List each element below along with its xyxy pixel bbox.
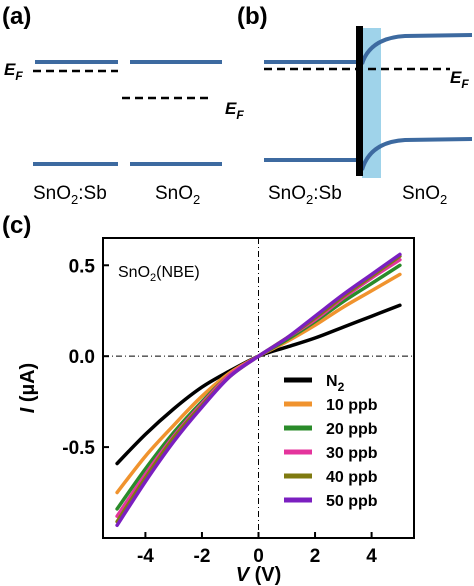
legend-label: 40 ppb bbox=[326, 469, 378, 486]
ef-label-left: EF bbox=[4, 60, 23, 83]
x-tick-label: 2 bbox=[310, 546, 321, 567]
panel-a-label: (a) bbox=[2, 3, 31, 30]
y-tick-label: -0.5 bbox=[62, 438, 95, 459]
legend-label: 50 ppb bbox=[326, 493, 378, 510]
ef-label-b: EF bbox=[450, 68, 469, 91]
iv-chart: -4 -2 0 2 4 -0.5 0.0 0.5 I (µA) V (V) SnO2(NBE)… bbox=[17, 237, 415, 586]
series-line-50-ppb bbox=[115, 252, 402, 528]
series-lines bbox=[115, 252, 402, 528]
x-tick-label: -4 bbox=[137, 546, 154, 567]
x-tick-label: -2 bbox=[194, 546, 211, 567]
ef-label-right: EF bbox=[225, 99, 244, 122]
inset-label: SnO2(NBE) bbox=[118, 264, 200, 284]
legend-label: 20 ppb bbox=[326, 421, 378, 438]
material-label-sb-b: SnO2:Sb bbox=[268, 183, 342, 207]
depletion-region bbox=[362, 28, 381, 178]
x-tick-label: 4 bbox=[366, 546, 377, 567]
x-tick-label: 0 bbox=[253, 546, 264, 567]
y-tick-label: 0.5 bbox=[69, 256, 96, 277]
sno2-conduction-band-bent bbox=[360, 33, 473, 65]
x-axis-title: V (V) bbox=[236, 564, 282, 586]
sno2-valence-band-bent bbox=[360, 137, 473, 171]
material-label-sno2-a: SnO2 bbox=[155, 183, 200, 207]
y-tick-label: 0.0 bbox=[69, 347, 95, 368]
material-label-sno2-b: SnO2 bbox=[402, 183, 447, 207]
legend-label: N2 bbox=[326, 373, 345, 394]
axis-ticks: -4 -2 0 2 4 -0.5 0.0 0.5 bbox=[62, 256, 377, 567]
reference-lines bbox=[103, 238, 414, 538]
panel-b-label: (b) bbox=[237, 3, 268, 30]
material-label-sb-a: SnO2:Sb bbox=[33, 183, 107, 207]
panel-c: (c) -4 -2 0 2 4 -0.5 0.0 0.5 I (µA) V (V) SnO2(… bbox=[2, 212, 415, 586]
legend-label: 10 ppb bbox=[326, 397, 378, 414]
panel-c-label: (c) bbox=[2, 212, 31, 239]
y-axis-title: I (µA) bbox=[17, 363, 39, 413]
legend-label: 30 ppb bbox=[326, 445, 378, 462]
legend: N2 10 ppb 20 ppb 30 ppb 40 ppb 50 ppb bbox=[284, 373, 378, 510]
panel-b: (b) EF SnO2:Sb SnO2 bbox=[237, 3, 473, 207]
panel-a: (a) EF EF SnO2:Sb SnO2 bbox=[2, 3, 244, 207]
interface-line bbox=[356, 26, 363, 176]
